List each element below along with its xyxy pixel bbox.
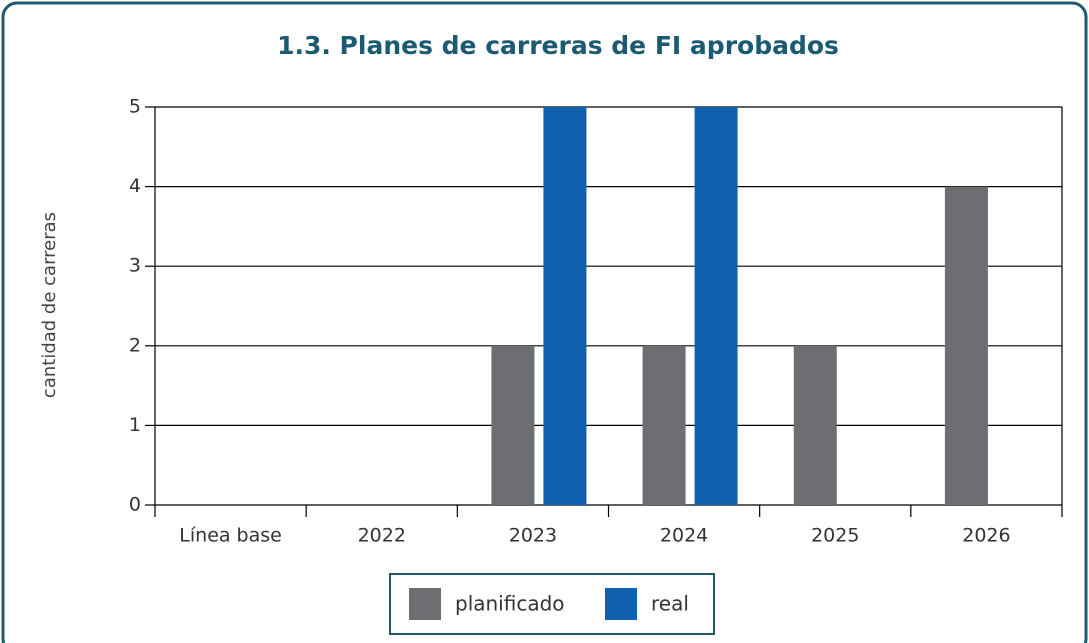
legend-swatch (605, 588, 637, 620)
y-tick-label: 4 (129, 175, 141, 197)
x-tick-label: 2025 (811, 525, 859, 547)
chart-title: 1.3. Planes de carreras de FI aprobados (277, 31, 839, 60)
legend-label: planificado (455, 592, 565, 616)
x-tick-label: Línea base (179, 525, 282, 547)
legend-label: real (651, 592, 689, 616)
bar (543, 107, 587, 505)
x-tick-label: 2024 (660, 525, 708, 547)
bar (694, 107, 738, 505)
bar (944, 186, 988, 505)
bar (793, 345, 837, 505)
y-axis-label: cantidad de carreras (39, 212, 60, 398)
legend-box (389, 573, 715, 635)
y-tick-label: 0 (129, 494, 141, 516)
legend-swatch (409, 588, 441, 620)
x-tick-label: 2022 (358, 525, 406, 547)
x-tick-label: 2023 (509, 525, 557, 547)
y-tick-label: 5 (129, 96, 141, 118)
x-tick-label: 2026 (962, 525, 1010, 547)
y-tick-label: 1 (129, 414, 141, 436)
bar (642, 345, 686, 505)
bar (491, 345, 535, 505)
y-tick-label: 2 (129, 334, 141, 356)
y-tick-label: 3 (129, 255, 141, 277)
